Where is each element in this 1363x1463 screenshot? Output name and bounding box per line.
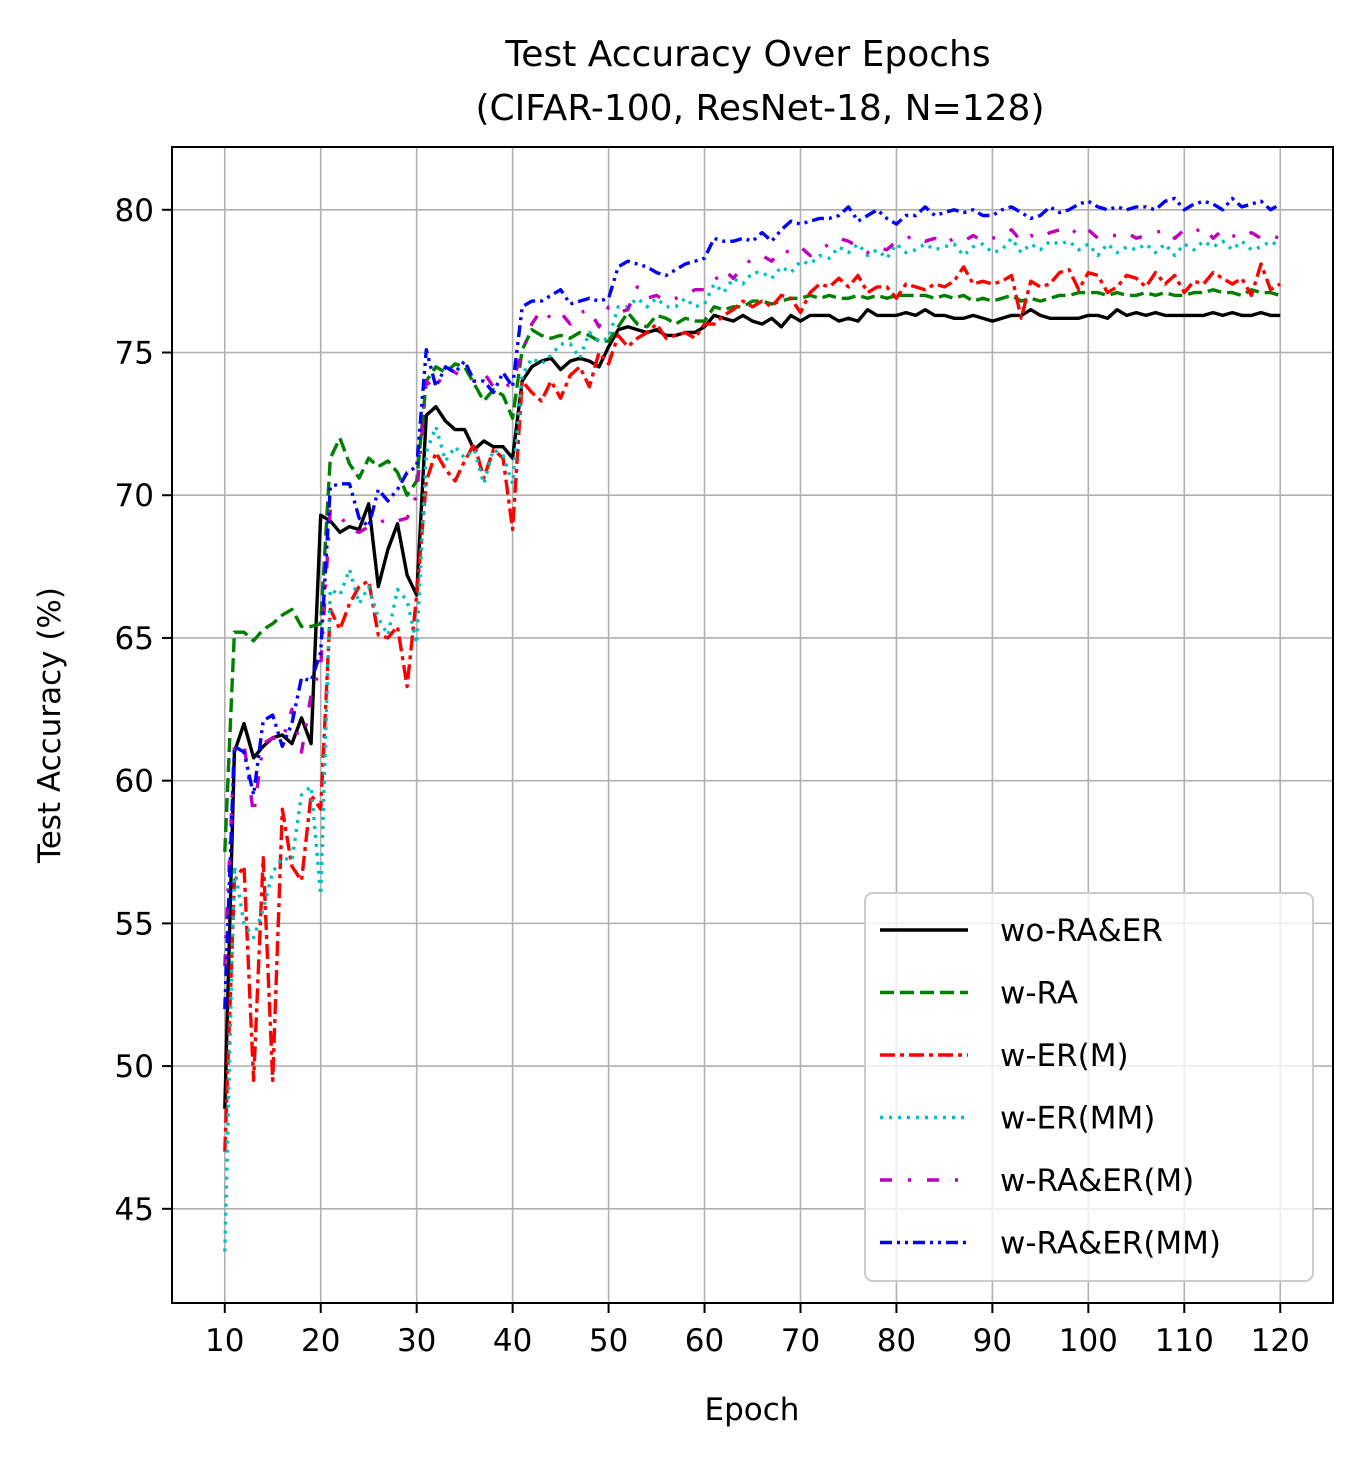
plot-frame (171, 146, 1334, 1304)
x-tick-label: 50 (589, 1323, 628, 1359)
y-tick-label: 55 (115, 906, 154, 942)
legend-label-3: w-ER(MM) (1000, 1101, 1155, 1137)
series-line-4 (223, 225, 1281, 967)
axis-ticks: 10 20 30 40 50 60 70 80 90 100 110 120 45 50 55 60 65 70 7… (115, 193, 1310, 1359)
y-tick-label: 50 (115, 1049, 154, 1085)
y-tick-label: 45 (115, 1192, 154, 1228)
series-line-3 (223, 236, 1282, 1252)
x-tick-label: 100 (1059, 1323, 1118, 1359)
legend-label-2: w-ER(M) (1000, 1038, 1129, 1074)
x-tick-label: 110 (1155, 1323, 1214, 1359)
y-tick-label: 75 (115, 336, 154, 372)
series-lines (223, 196, 1282, 1252)
y-tick-label: 80 (115, 193, 154, 229)
x-tick-label: 60 (685, 1323, 724, 1359)
series-line-0 (223, 308, 1281, 1109)
x-tick-label: 30 (397, 1323, 436, 1359)
legend-label-0: wo-RA&ER (1000, 913, 1163, 949)
y-tick-label: 65 (115, 621, 154, 657)
legend-box (864, 892, 1314, 1282)
y-axis-label: Test Accuracy (%) (32, 587, 68, 864)
legend-label-5: w-RA&ER(MM) (1000, 1226, 1221, 1262)
legend: wo-RA&ER w-RA w-ER(M) w-ER(MM) w-RA&ER(M) w-R… (864, 892, 1314, 1282)
x-tick-label: 20 (301, 1323, 340, 1359)
chart-subtitle: (CIFAR-100, ResNet-18, N=128) (475, 88, 1044, 129)
x-tick-label: 40 (493, 1323, 532, 1359)
x-axis-label: Epoch (705, 1392, 800, 1428)
legend-label-4: w-RA&ER(M) (1000, 1163, 1194, 1199)
y-tick-label: 60 (115, 764, 154, 800)
x-tick-label: 70 (781, 1323, 820, 1359)
series-line-5 (223, 196, 1282, 1010)
legend-label-1: w-RA (1000, 976, 1078, 1012)
series-line-1 (223, 288, 1281, 853)
x-tick-label: 120 (1251, 1323, 1310, 1359)
x-tick-label: 10 (205, 1323, 244, 1359)
y-tick-label: 70 (115, 478, 154, 514)
x-tick-label: 80 (877, 1323, 916, 1359)
x-tick-label: 90 (973, 1323, 1012, 1359)
chart-title: Test Accuracy Over Epochs (504, 34, 990, 75)
series-line-2 (223, 262, 1282, 1152)
